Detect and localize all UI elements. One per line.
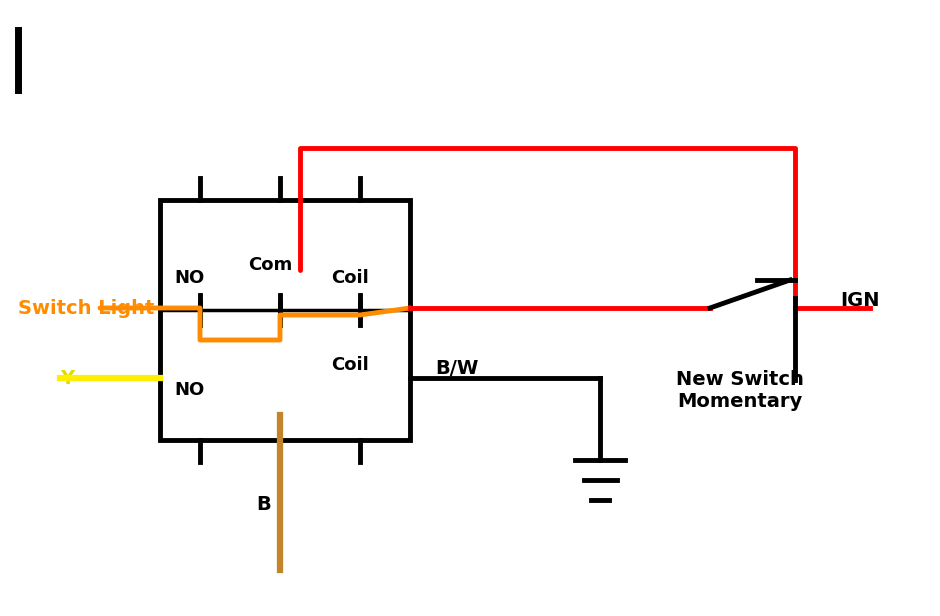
Text: Com: Com: [248, 256, 292, 274]
Text: IGN: IGN: [840, 291, 880, 309]
Text: Coil: Coil: [331, 269, 368, 287]
Text: B/W: B/W: [435, 359, 478, 378]
Text: Y: Y: [60, 368, 74, 387]
Text: B: B: [257, 495, 272, 514]
Text: Coil: Coil: [331, 356, 368, 374]
Text: New Switch
Momentary: New Switch Momentary: [676, 370, 804, 411]
Text: Switch Light: Switch Light: [18, 299, 154, 317]
Bar: [160, 200, 410, 440]
Text: NO: NO: [175, 381, 205, 399]
Text: NO: NO: [175, 269, 205, 287]
